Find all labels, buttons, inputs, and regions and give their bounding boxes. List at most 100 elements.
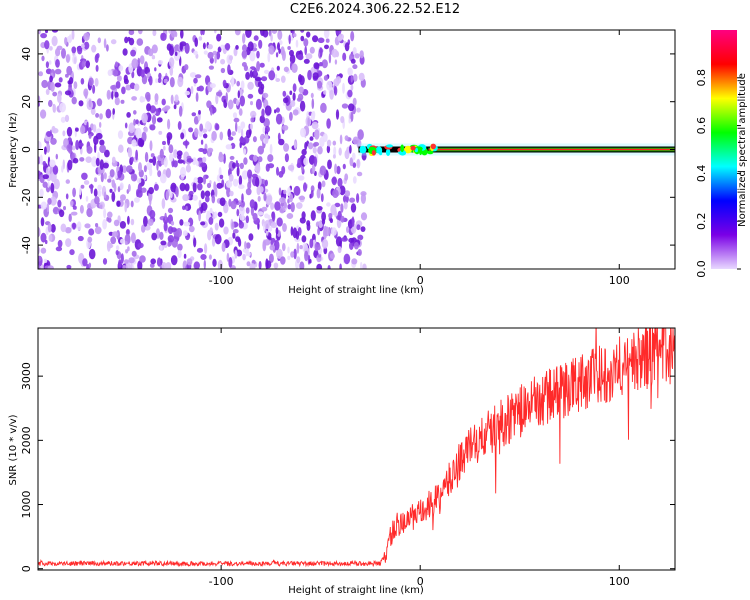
- noise-blob: [163, 78, 168, 84]
- noise-blob: [225, 180, 233, 188]
- noise-blob: [72, 187, 76, 198]
- noise-blob: [151, 55, 156, 60]
- noise-blob: [357, 129, 364, 141]
- noise-blob: [94, 226, 102, 235]
- noise-blob: [246, 261, 251, 267]
- noise-blob: [144, 66, 151, 75]
- noise-blob: [96, 98, 103, 107]
- noise-blob: [360, 193, 366, 204]
- noise-blob: [299, 261, 305, 269]
- noise-blob: [307, 69, 312, 81]
- noise-blob: [207, 147, 214, 153]
- noise-blob: [137, 260, 143, 269]
- noise-blob: [119, 221, 126, 229]
- noise-blob: [323, 75, 329, 81]
- noise-blob: [254, 77, 262, 82]
- noise-blob: [103, 38, 107, 49]
- noise-blob: [250, 110, 257, 118]
- noise-blob: [352, 97, 357, 106]
- noise-blob: [334, 59, 338, 65]
- noise-blob: [130, 232, 136, 244]
- noise-blob: [110, 39, 117, 45]
- noise-blob: [361, 151, 367, 161]
- noise-blob: [141, 187, 147, 193]
- bottom-x-axis-label: Height of straight line (km): [288, 585, 424, 596]
- noise-blob: [204, 190, 211, 198]
- noise-blob: [228, 174, 234, 182]
- noise-blob: [207, 229, 212, 241]
- noise-blob: [70, 211, 78, 216]
- noise-blob: [296, 242, 300, 254]
- noise-blob: [68, 213, 72, 222]
- noise-blob: [152, 155, 157, 166]
- noise-blob: [274, 201, 281, 211]
- noise-blob: [216, 33, 222, 42]
- noise-blob: [232, 162, 236, 169]
- noise-blob: [304, 142, 308, 151]
- noise-blob: [292, 83, 297, 93]
- noise-blob: [41, 55, 45, 62]
- noise-blob: [224, 43, 231, 51]
- noise-blob: [97, 184, 102, 191]
- noise-blob: [223, 203, 229, 214]
- noise-blob: [135, 149, 139, 161]
- noise-blob: [168, 144, 174, 154]
- noise-blob: [198, 199, 202, 208]
- noise-blob: [232, 229, 239, 234]
- noise-blob: [126, 165, 133, 173]
- noise-blob: [239, 162, 244, 170]
- noise-blob: [179, 182, 186, 192]
- noise-blob: [196, 247, 204, 253]
- noise-blob: [141, 112, 148, 124]
- noise-blob: [317, 181, 322, 191]
- noise-blob: [237, 125, 242, 134]
- noise-blob: [352, 136, 359, 145]
- noise-blob: [79, 157, 85, 162]
- noise-blob: [239, 88, 243, 98]
- noise-blob: [161, 98, 166, 106]
- noise-blob: [265, 258, 269, 269]
- noise-blob: [317, 80, 323, 89]
- noise-blob: [41, 79, 49, 89]
- noise-blob: [261, 108, 265, 118]
- noise-blob: [40, 201, 47, 210]
- noise-blob: [261, 206, 268, 212]
- noise-blob: [238, 108, 243, 116]
- noise-blob: [130, 49, 137, 57]
- noise-blob: [340, 215, 345, 223]
- noise-blob: [190, 86, 194, 94]
- noise-blob: [166, 132, 173, 141]
- noise-blob: [238, 221, 244, 229]
- noise-blob: [296, 202, 303, 210]
- noise-blob: [347, 67, 353, 76]
- noise-blob: [322, 133, 328, 143]
- noise-blob: [320, 102, 327, 113]
- noise-blob: [133, 110, 137, 115]
- noise-blob: [202, 30, 205, 36]
- noise-blob: [49, 159, 56, 168]
- top-y-axis-label: Frequency (Hz): [8, 112, 19, 188]
- bottom-x-tick-label: -100: [209, 575, 234, 588]
- noise-blob: [217, 46, 222, 53]
- noise-blob: [223, 226, 229, 235]
- noise-blob: [259, 186, 264, 193]
- noise-blob: [149, 263, 155, 268]
- noise-blob: [138, 30, 143, 35]
- noise-blob: [257, 81, 263, 88]
- noise-blob: [90, 107, 96, 115]
- noise-blob: [52, 104, 57, 113]
- noise-blob: [301, 235, 307, 243]
- noise-blob: [44, 40, 50, 50]
- noise-blob: [200, 139, 204, 145]
- noise-blob: [340, 116, 345, 124]
- noise-blob: [95, 64, 99, 72]
- noise-blob: [131, 250, 137, 257]
- noise-blob: [131, 58, 139, 69]
- noise-blob: [160, 32, 167, 42]
- noise-blob: [270, 33, 273, 42]
- noise-blob: [148, 158, 154, 163]
- noise-blob: [247, 93, 254, 99]
- noise-blob: [57, 93, 62, 103]
- noise-blob: [124, 202, 127, 213]
- noise-blob: [38, 71, 43, 77]
